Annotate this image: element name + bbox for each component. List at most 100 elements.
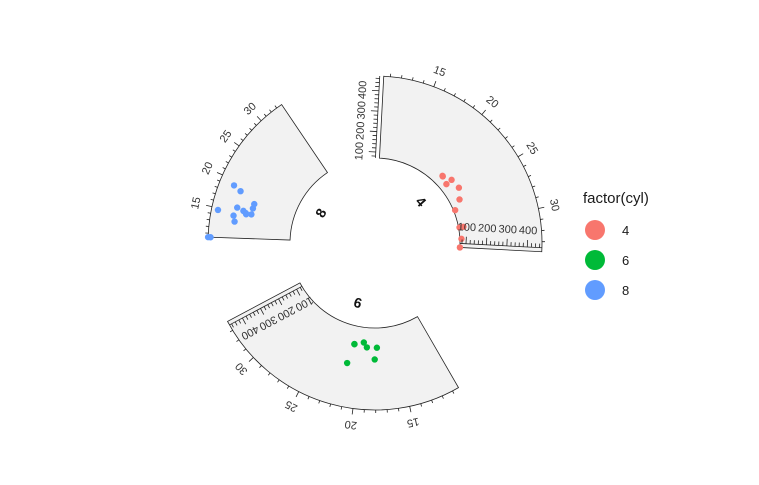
x-tick xyxy=(206,204,213,208)
data-point xyxy=(214,206,222,214)
x-tick xyxy=(340,406,343,410)
legend-item-8: 8 xyxy=(583,275,649,305)
data-point xyxy=(231,218,238,225)
data-point xyxy=(455,184,463,191)
sector-background xyxy=(207,103,329,241)
x-tick xyxy=(422,80,425,84)
x-tick xyxy=(528,175,532,177)
y-tick-label: 300 xyxy=(355,101,368,120)
data-point xyxy=(360,339,368,346)
legend-key-6 xyxy=(585,250,605,270)
y-tick xyxy=(267,304,270,309)
x-tick xyxy=(240,138,244,141)
x-tick xyxy=(489,119,493,123)
x-tick xyxy=(243,348,247,352)
y-tick xyxy=(285,294,289,299)
data-point xyxy=(230,182,238,189)
x-tick xyxy=(216,179,221,182)
data-point xyxy=(242,211,250,218)
x-tick xyxy=(505,136,508,139)
y-tick xyxy=(274,300,278,305)
data-point xyxy=(343,359,351,367)
data-point xyxy=(251,200,258,208)
data-point xyxy=(351,340,358,348)
x-tick-label: 20 xyxy=(200,160,216,176)
data-point xyxy=(234,204,241,211)
x-tick xyxy=(244,133,248,136)
y-tick xyxy=(256,310,260,315)
x-tick xyxy=(538,206,545,209)
y-tick xyxy=(238,319,242,324)
y-axis xyxy=(460,243,543,249)
data-point xyxy=(443,180,450,188)
y-tick xyxy=(281,296,285,301)
x-tick xyxy=(472,105,476,109)
x-tick xyxy=(307,396,310,400)
x-tick-label: 30 xyxy=(233,360,250,377)
y-tick xyxy=(234,321,238,326)
x-tick xyxy=(232,149,236,152)
y-tick-label: 100 xyxy=(353,142,366,161)
x-tick xyxy=(329,403,332,407)
data-point xyxy=(451,206,459,214)
x-tick xyxy=(229,155,232,158)
sector-label: 4 xyxy=(413,193,430,210)
data-point xyxy=(458,235,465,243)
x-tick xyxy=(295,391,300,398)
x-tick xyxy=(263,113,267,117)
x-tick xyxy=(234,142,240,147)
x-tick xyxy=(214,185,218,188)
y-tick xyxy=(242,317,247,325)
legend-key-8 xyxy=(585,280,605,300)
y-tick xyxy=(289,292,292,297)
x-tick-label: 30 xyxy=(547,198,561,212)
x-tick xyxy=(253,123,257,126)
data-point xyxy=(237,187,244,195)
sector-background xyxy=(227,282,460,411)
x-tick xyxy=(207,212,211,214)
x-tick xyxy=(249,127,253,131)
x-tick xyxy=(420,403,422,407)
x-tick xyxy=(229,329,233,333)
x-tick-label: 15 xyxy=(189,196,203,211)
y-tick xyxy=(231,323,234,328)
y-tick xyxy=(245,315,249,320)
x-tick xyxy=(511,145,515,148)
y-tick-label: 400 xyxy=(519,225,538,238)
legend-key-4 xyxy=(585,220,605,240)
x-tick xyxy=(412,77,414,81)
x-tick xyxy=(225,161,229,164)
x-tick xyxy=(532,185,536,188)
x-tick xyxy=(535,196,539,199)
legend-item-6: 6 xyxy=(583,245,649,275)
y-tick-label: 200 xyxy=(478,222,497,235)
x-tick xyxy=(433,80,437,87)
y-tick-label: 100 xyxy=(457,221,476,234)
x-tick-label: 20 xyxy=(484,94,501,111)
data-point xyxy=(248,211,255,218)
y-axis xyxy=(375,75,381,158)
x-tick xyxy=(274,105,278,109)
y-tick-label: 200 xyxy=(354,121,367,140)
data-point xyxy=(373,344,381,351)
x-tick xyxy=(452,390,455,394)
x-tick xyxy=(269,109,272,113)
x-tick-label: 25 xyxy=(283,398,299,414)
x-tick-label: 25 xyxy=(523,140,540,157)
x-tick-label: 20 xyxy=(344,418,358,432)
x-tick-label: 25 xyxy=(218,128,235,145)
x-tick xyxy=(216,172,223,176)
y-tick xyxy=(260,308,265,315)
legend-item-4: 4 xyxy=(583,215,649,245)
y-tick xyxy=(252,312,256,316)
y-axis xyxy=(229,286,303,326)
x-tick xyxy=(210,198,214,201)
x-tick xyxy=(409,406,412,413)
x-tick xyxy=(267,372,271,376)
x-tick xyxy=(286,385,290,389)
data-point xyxy=(371,356,378,363)
x-tick xyxy=(517,153,524,158)
x-tick xyxy=(248,357,254,362)
legend-label-4: 4 xyxy=(622,222,630,238)
x-tick xyxy=(318,400,321,404)
